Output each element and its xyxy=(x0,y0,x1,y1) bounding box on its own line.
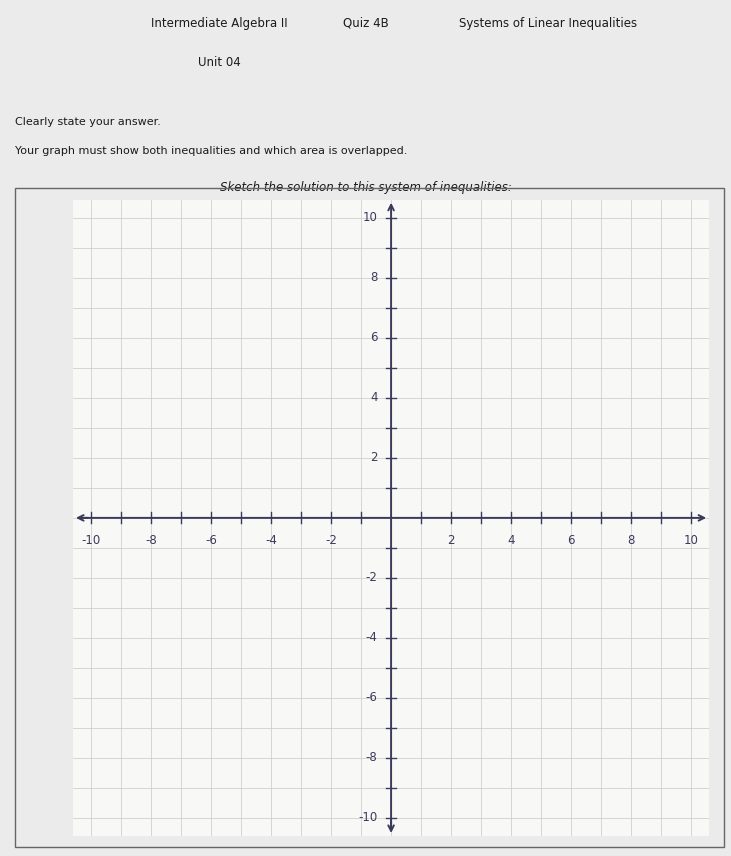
Text: 6: 6 xyxy=(567,534,575,547)
Text: Clearly state your answer.: Clearly state your answer. xyxy=(15,117,161,128)
Text: y ≥ ½x − 2: y ≥ ½x − 2 xyxy=(317,224,421,242)
Text: -2: -2 xyxy=(325,534,337,547)
Text: Unit 04: Unit 04 xyxy=(198,56,240,68)
Text: Your graph must show both inequalities and which area is overlapped.: Your graph must show both inequalities a… xyxy=(15,146,407,156)
Text: Quiz 4B: Quiz 4B xyxy=(343,17,388,30)
Text: Systems of Linear Inequalities: Systems of Linear Inequalities xyxy=(459,17,637,30)
Text: -10: -10 xyxy=(358,811,378,824)
Text: 8: 8 xyxy=(370,271,378,284)
Text: -10: -10 xyxy=(81,534,101,547)
Text: Sketch the solution to this system of inequalities:: Sketch the solution to this system of in… xyxy=(219,181,512,193)
Text: 2: 2 xyxy=(370,451,378,465)
Text: y < −2x + 3: y < −2x + 3 xyxy=(313,205,425,223)
Text: 4: 4 xyxy=(370,391,378,404)
Text: -8: -8 xyxy=(145,534,157,547)
Text: -6: -6 xyxy=(205,534,217,547)
Text: 10: 10 xyxy=(363,211,378,224)
Text: 2: 2 xyxy=(447,534,455,547)
Text: -4: -4 xyxy=(366,632,378,645)
Text: -8: -8 xyxy=(366,752,378,764)
Text: 4: 4 xyxy=(507,534,515,547)
Text: 10: 10 xyxy=(683,534,699,547)
Text: -6: -6 xyxy=(366,692,378,704)
Text: -4: -4 xyxy=(265,534,277,547)
Text: 8: 8 xyxy=(627,534,635,547)
Text: 6: 6 xyxy=(370,331,378,344)
Text: -2: -2 xyxy=(366,571,378,585)
Text: Intermediate Algebra II: Intermediate Algebra II xyxy=(151,17,287,30)
